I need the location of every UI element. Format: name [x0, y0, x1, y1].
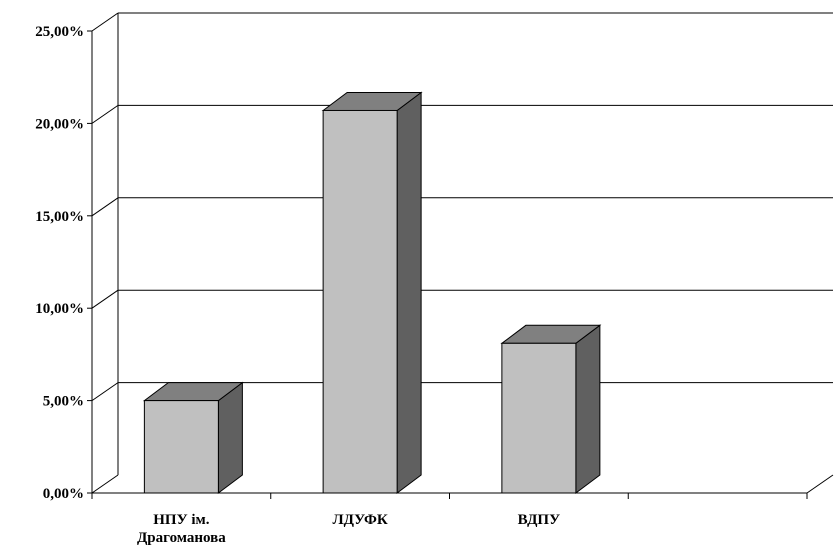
- x-category-label: ВДПУ: [518, 512, 560, 528]
- bar: [500, 324, 602, 494]
- x-category-label: НПУ ім.: [153, 512, 209, 528]
- bars: [142, 91, 602, 494]
- wall-connector: [91, 382, 119, 402]
- bar-side: [396, 91, 422, 494]
- wall-connector: [91, 12, 119, 32]
- bar-side: [217, 381, 243, 494]
- y-tick-label: 10,00%: [35, 301, 84, 317]
- bar: [321, 91, 423, 494]
- bar-front: [322, 109, 398, 494]
- wall-connector: [91, 289, 119, 309]
- wall-connector: [91, 197, 119, 217]
- y-tick-label: 25,00%: [35, 24, 84, 40]
- y-tick-label: 5,00%: [43, 394, 84, 410]
- x-category-label: Драгоманова: [137, 530, 226, 546]
- y-tick-label: 20,00%: [35, 116, 84, 132]
- wall-connector: [91, 474, 119, 494]
- x-category-label: ЛДУФК: [332, 512, 387, 528]
- y-tick-label: 0,00%: [43, 486, 84, 502]
- x-axis-labels: НПУ ім. Драгоманова ЛДУФК ВДПУ: [137, 512, 560, 546]
- bar-front: [143, 400, 219, 494]
- y-tick-label: 15,00%: [35, 209, 84, 225]
- y-axis-ticks: 0,00% 5,00% 10,00% 15,00% 20,00% 25,00%: [35, 24, 92, 502]
- floor-right-edge: [806, 474, 834, 494]
- bar-side: [575, 324, 601, 494]
- wall-connector: [91, 104, 119, 124]
- bar-front: [501, 342, 577, 494]
- bar: [142, 381, 244, 494]
